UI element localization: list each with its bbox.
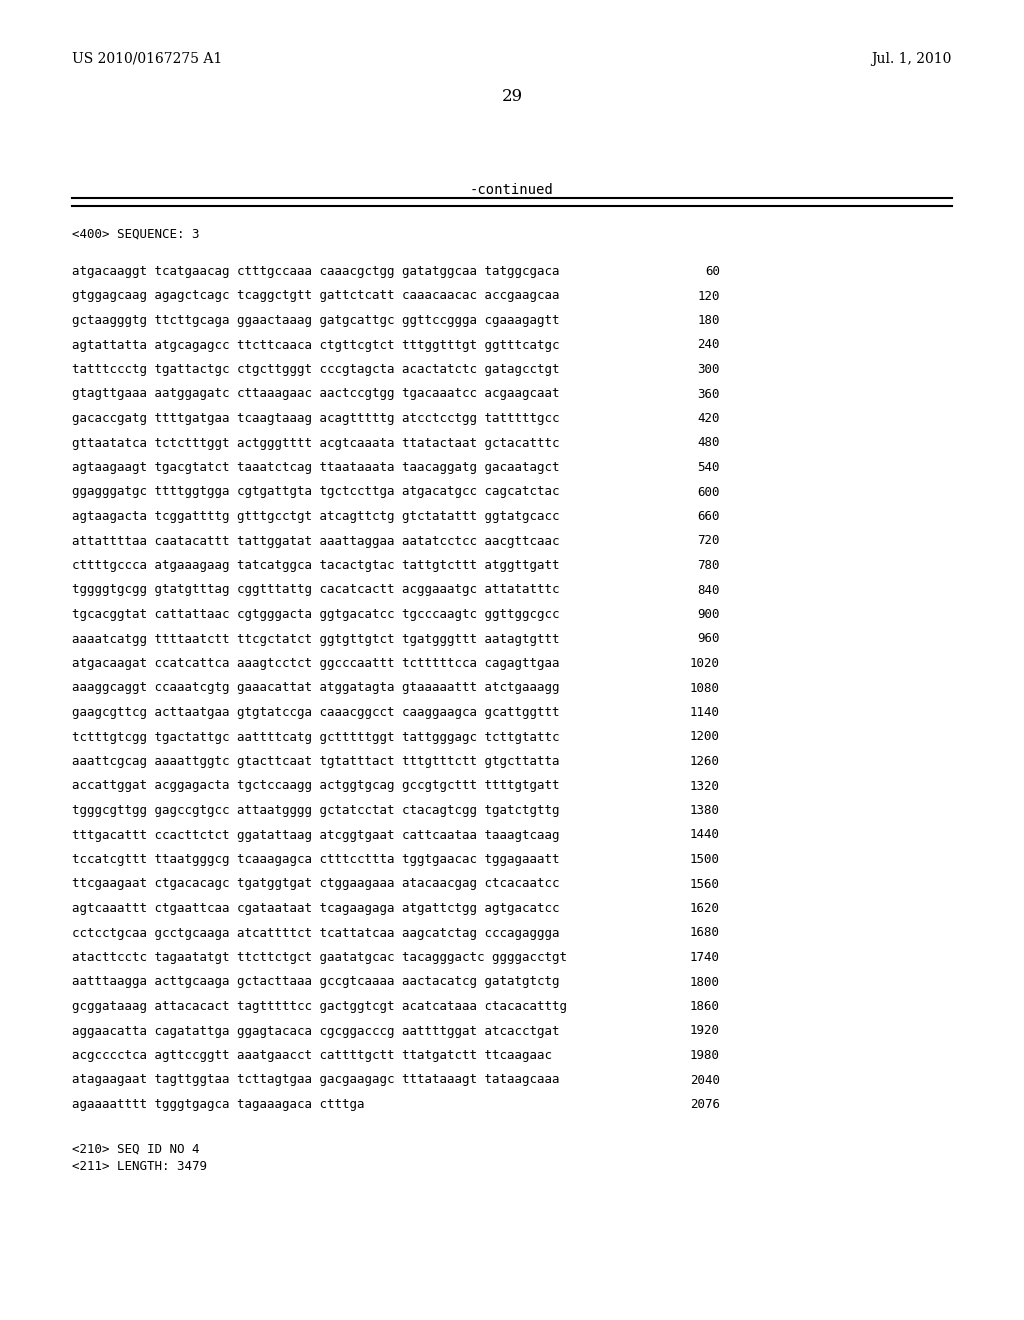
Text: 1620: 1620 <box>690 902 720 915</box>
Text: 420: 420 <box>697 412 720 425</box>
Text: 1260: 1260 <box>690 755 720 768</box>
Text: 1560: 1560 <box>690 878 720 891</box>
Text: aaaatcatgg ttttaatctt ttcgctatct ggtgttgtct tgatgggttt aatagtgttt: aaaatcatgg ttttaatctt ttcgctatct ggtgttg… <box>72 632 559 645</box>
Text: 720: 720 <box>697 535 720 548</box>
Text: agtattatta atgcagagcc ttcttcaaca ctgttcgtct tttggtttgt ggtttcatgc: agtattatta atgcagagcc ttcttcaaca ctgttcg… <box>72 338 559 351</box>
Text: tttgacattt ccacttctct ggatattaag atcggtgaat cattcaataa taaagtcaag: tttgacattt ccacttctct ggatattaag atcggtg… <box>72 829 559 842</box>
Text: 1320: 1320 <box>690 780 720 792</box>
Text: 1200: 1200 <box>690 730 720 743</box>
Text: cttttgccca atgaaagaag tatcatggca tacactgtac tattgtcttt atggttgatt: cttttgccca atgaaagaag tatcatggca tacactg… <box>72 558 559 572</box>
Text: atacttcctc tagaatatgt ttcttctgct gaatatgcac tacagggactc ggggacctgt: atacttcctc tagaatatgt ttcttctgct gaatatg… <box>72 950 567 964</box>
Text: 1440: 1440 <box>690 829 720 842</box>
Text: 180: 180 <box>697 314 720 327</box>
Text: <210> SEQ ID NO 4: <210> SEQ ID NO 4 <box>72 1143 200 1155</box>
Text: 840: 840 <box>697 583 720 597</box>
Text: gttaatatca tctctttggt actgggtttt acgtcaaata ttatactaat gctacatttc: gttaatatca tctctttggt actgggtttt acgtcaa… <box>72 437 559 450</box>
Text: tggggtgcgg gtatgtttag cggtttattg cacatcactt acggaaatgc attatatttc: tggggtgcgg gtatgtttag cggtttattg cacatca… <box>72 583 559 597</box>
Text: 600: 600 <box>697 486 720 499</box>
Text: agtaagacta tcggattttg gtttgcctgt atcagttctg gtctatattt ggtatgcacc: agtaagacta tcggattttg gtttgcctgt atcagtt… <box>72 510 559 523</box>
Text: aaattcgcag aaaattggtc gtacttcaat tgtatttact tttgtttctt gtgcttatta: aaattcgcag aaaattggtc gtacttcaat tgtattt… <box>72 755 559 768</box>
Text: accattggat acggagacta tgctccaagg actggtgcag gccgtgcttt ttttgtgatt: accattggat acggagacta tgctccaagg actggtg… <box>72 780 559 792</box>
Text: aggaacatta cagatattga ggagtacaca cgcggacccg aattttggat atcacctgat: aggaacatta cagatattga ggagtacaca cgcggac… <box>72 1024 559 1038</box>
Text: agaaaatttt tgggtgagca tagaaagaca ctttga: agaaaatttt tgggtgagca tagaaagaca ctttga <box>72 1098 365 1111</box>
Text: 780: 780 <box>697 558 720 572</box>
Text: agtcaaattt ctgaattcaa cgataataat tcagaagaga atgattctgg agtgacatcc: agtcaaattt ctgaattcaa cgataataat tcagaag… <box>72 902 559 915</box>
Text: attattttaa caatacattt tattggatat aaattaggaa aatatcctcc aacgttcaac: attattttaa caatacattt tattggatat aaattag… <box>72 535 559 548</box>
Text: 1020: 1020 <box>690 657 720 671</box>
Text: atagaagaat tagttggtaa tcttagtgaa gacgaagagc tttataaagt tataagcaaa: atagaagaat tagttggtaa tcttagtgaa gacgaag… <box>72 1073 559 1086</box>
Text: acgcccctca agttccggtt aaatgaacct cattttgctt ttatgatctt ttcaagaac: acgcccctca agttccggtt aaatgaacct cattttg… <box>72 1049 552 1063</box>
Text: gcggataaag attacacact tagtttttcc gactggtcgt acatcataaa ctacacatttg: gcggataaag attacacact tagtttttcc gactggt… <box>72 1001 567 1012</box>
Text: 60: 60 <box>705 265 720 279</box>
Text: cctcctgcaa gcctgcaaga atcattttct tcattatcaa aagcatctag cccagaggga: cctcctgcaa gcctgcaaga atcattttct tcattat… <box>72 927 559 940</box>
Text: 1080: 1080 <box>690 681 720 694</box>
Text: 360: 360 <box>697 388 720 400</box>
Text: 660: 660 <box>697 510 720 523</box>
Text: 1680: 1680 <box>690 927 720 940</box>
Text: aaaggcaggt ccaaatcgtg gaaacattat atggatagta gtaaaaattt atctgaaagg: aaaggcaggt ccaaatcgtg gaaacattat atggata… <box>72 681 559 694</box>
Text: 900: 900 <box>697 609 720 620</box>
Text: 1500: 1500 <box>690 853 720 866</box>
Text: gacaccgatg ttttgatgaa tcaagtaaag acagtttttg atcctcctgg tatttttgcc: gacaccgatg ttttgatgaa tcaagtaaag acagttt… <box>72 412 559 425</box>
Text: 1920: 1920 <box>690 1024 720 1038</box>
Text: gtggagcaag agagctcagc tcaggctgtt gattctcatt caaacaacac accgaagcaa: gtggagcaag agagctcagc tcaggctgtt gattctc… <box>72 289 559 302</box>
Text: 240: 240 <box>697 338 720 351</box>
Text: 480: 480 <box>697 437 720 450</box>
Text: agtaagaagt tgacgtatct taaatctcag ttaataaata taacaggatg gacaatagct: agtaagaagt tgacgtatct taaatctcag ttaataa… <box>72 461 559 474</box>
Text: 1740: 1740 <box>690 950 720 964</box>
Text: gtagttgaaa aatggagatc cttaaagaac aactccgtgg tgacaaatcc acgaagcaat: gtagttgaaa aatggagatc cttaaagaac aactccg… <box>72 388 559 400</box>
Text: ttcgaagaat ctgacacagc tgatggtgat ctggaagaaa atacaacgag ctcacaatcc: ttcgaagaat ctgacacagc tgatggtgat ctggaag… <box>72 878 559 891</box>
Text: 2076: 2076 <box>690 1098 720 1111</box>
Text: 1980: 1980 <box>690 1049 720 1063</box>
Text: 1140: 1140 <box>690 706 720 719</box>
Text: atgacaaggt tcatgaacag ctttgccaaa caaacgctgg gatatggcaa tatggcgaca: atgacaaggt tcatgaacag ctttgccaaa caaacgc… <box>72 265 559 279</box>
Text: tgggcgttgg gagccgtgcc attaatgggg gctatcctat ctacagtcgg tgatctgttg: tgggcgttgg gagccgtgcc attaatgggg gctatcc… <box>72 804 559 817</box>
Text: 29: 29 <box>502 88 522 106</box>
Text: tgcacggtat cattattaac cgtgggacta ggtgacatcc tgcccaagtc ggttggcgcc: tgcacggtat cattattaac cgtgggacta ggtgaca… <box>72 609 559 620</box>
Text: 1800: 1800 <box>690 975 720 989</box>
Text: gaagcgttcg acttaatgaa gtgtatccga caaacggcct caaggaagca gcattggttt: gaagcgttcg acttaatgaa gtgtatccga caaacgg… <box>72 706 559 719</box>
Text: atgacaagat ccatcattca aaagtcctct ggcccaattt tctttttcca cagagttgaa: atgacaagat ccatcattca aaagtcctct ggcccaa… <box>72 657 559 671</box>
Text: gctaagggtg ttcttgcaga ggaactaaag gatgcattgc ggttccggga cgaaagagtt: gctaagggtg ttcttgcaga ggaactaaag gatgcat… <box>72 314 559 327</box>
Text: tctttgtcgg tgactattgc aattttcatg gctttttggt tattgggagc tcttgtattc: tctttgtcgg tgactattgc aattttcatg gcttttt… <box>72 730 559 743</box>
Text: <400> SEQUENCE: 3: <400> SEQUENCE: 3 <box>72 228 200 242</box>
Text: 120: 120 <box>697 289 720 302</box>
Text: ggagggatgc ttttggtgga cgtgattgta tgctccttga atgacatgcc cagcatctac: ggagggatgc ttttggtgga cgtgattgta tgctcct… <box>72 486 559 499</box>
Text: -continued: -continued <box>470 183 554 197</box>
Text: US 2010/0167275 A1: US 2010/0167275 A1 <box>72 51 222 66</box>
Text: Jul. 1, 2010: Jul. 1, 2010 <box>871 51 952 66</box>
Text: 540: 540 <box>697 461 720 474</box>
Text: 960: 960 <box>697 632 720 645</box>
Text: 300: 300 <box>697 363 720 376</box>
Text: tccatcgttt ttaatgggcg tcaaagagca ctttccttta tggtgaacac tggagaaatt: tccatcgttt ttaatgggcg tcaaagagca ctttcct… <box>72 853 559 866</box>
Text: tatttccctg tgattactgc ctgcttgggt cccgtagcta acactatctc gatagcctgt: tatttccctg tgattactgc ctgcttgggt cccgtag… <box>72 363 559 376</box>
Text: <211> LENGTH: 3479: <211> LENGTH: 3479 <box>72 1160 207 1173</box>
Text: 1860: 1860 <box>690 1001 720 1012</box>
Text: aatttaagga acttgcaaga gctacttaaa gccgtcaaaa aactacatcg gatatgtctg: aatttaagga acttgcaaga gctacttaaa gccgtca… <box>72 975 559 989</box>
Text: 2040: 2040 <box>690 1073 720 1086</box>
Text: 1380: 1380 <box>690 804 720 817</box>
